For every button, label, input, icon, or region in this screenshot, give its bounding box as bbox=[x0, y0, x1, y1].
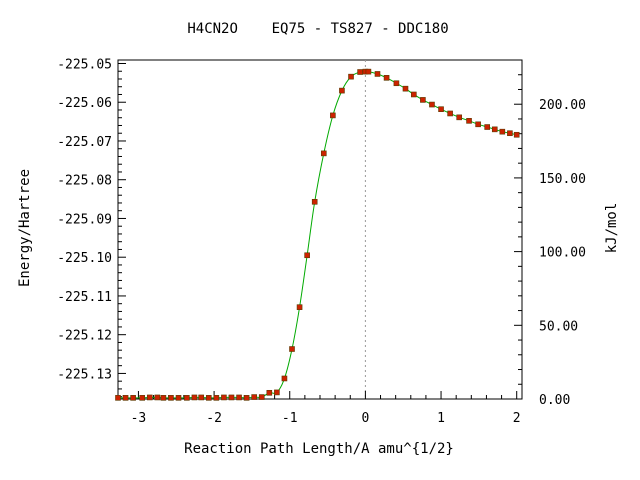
y2-tick-label: 100.00 bbox=[539, 246, 586, 261]
plot-frame bbox=[117, 59, 523, 400]
x-axis-ticks: -3 -2 -1 0 1 2 bbox=[122, 391, 521, 426]
data-point bbox=[228, 394, 235, 401]
x-tick-label: 0 bbox=[361, 411, 369, 426]
data-point bbox=[475, 121, 481, 128]
data-point bbox=[281, 375, 288, 382]
data-point bbox=[184, 395, 190, 401]
data-point bbox=[466, 118, 472, 124]
y-tick-label: -225.08 bbox=[57, 174, 112, 189]
y-tick-label: -225.05 bbox=[57, 57, 112, 72]
data-point bbox=[447, 110, 453, 117]
data-point bbox=[243, 395, 250, 401]
y-axis-ticks: -225.05 -225.06 -225.07 -225.08 -225.09 -225.… bbox=[57, 57, 126, 398]
data-point bbox=[339, 87, 345, 94]
data-point bbox=[251, 394, 257, 400]
data-point bbox=[146, 394, 153, 401]
x-tick-label: -3 bbox=[131, 411, 147, 426]
data-point bbox=[383, 75, 390, 81]
data-point bbox=[438, 106, 444, 112]
y2-tick-label: 0.00 bbox=[539, 393, 570, 408]
data-point bbox=[484, 124, 491, 130]
x-tick-label: 1 bbox=[437, 411, 445, 426]
x-axis-label: Reaction Path Length/A amu^{1/2} bbox=[184, 441, 454, 457]
y-tick-label: -225.07 bbox=[57, 135, 112, 150]
y2-tick-label: 200.00 bbox=[539, 98, 586, 113]
x-tick-label: -2 bbox=[206, 411, 222, 426]
series-points bbox=[115, 68, 520, 401]
data-point bbox=[393, 80, 400, 87]
y-tick-label: -225.10 bbox=[57, 251, 112, 266]
y2-tick-label: 50.00 bbox=[539, 319, 578, 334]
y-tick-label: -225.09 bbox=[57, 212, 112, 227]
data-point bbox=[122, 395, 129, 401]
y-tick-label: -225.12 bbox=[57, 329, 112, 344]
data-point bbox=[374, 71, 381, 77]
data-point bbox=[139, 395, 146, 401]
data-point bbox=[191, 394, 198, 401]
y2-axis-label: kJ/mol bbox=[604, 203, 620, 254]
data-point bbox=[513, 131, 520, 138]
y-tick-label: -225.06 bbox=[57, 96, 112, 111]
data-point bbox=[411, 91, 417, 98]
data-point bbox=[330, 112, 336, 119]
data-point bbox=[289, 346, 295, 352]
data-point bbox=[365, 68, 372, 75]
data-point bbox=[154, 394, 161, 401]
series-line bbox=[118, 70, 517, 399]
data-point bbox=[236, 394, 242, 401]
data-point bbox=[266, 389, 273, 396]
data-point bbox=[507, 130, 513, 137]
data-point bbox=[429, 101, 435, 108]
x-tick-label: -1 bbox=[282, 411, 298, 426]
data-point bbox=[221, 394, 227, 401]
data-point bbox=[320, 150, 327, 157]
y-axis-label: Energy/Hartree bbox=[17, 169, 33, 287]
data-point bbox=[499, 128, 506, 135]
data-point bbox=[491, 126, 498, 133]
series-lines bbox=[118, 70, 517, 399]
data-point bbox=[296, 304, 303, 310]
data-point bbox=[420, 97, 426, 103]
y-tick-label: -225.11 bbox=[57, 290, 112, 305]
data-point bbox=[311, 199, 318, 205]
y2-tick-label: 150.00 bbox=[539, 172, 586, 187]
plot-border bbox=[117, 59, 523, 400]
data-point bbox=[402, 85, 409, 92]
data-point bbox=[274, 389, 280, 396]
data-point bbox=[205, 395, 212, 401]
data-point bbox=[130, 395, 136, 401]
y2-axis-ticks: 0.00 50.00 100.00 150.00 200.00 bbox=[514, 59, 586, 408]
data-point bbox=[175, 395, 182, 401]
data-point bbox=[168, 395, 174, 401]
data-point bbox=[348, 73, 354, 80]
data-point bbox=[304, 252, 310, 259]
data-point bbox=[456, 114, 463, 121]
data-point bbox=[213, 395, 220, 401]
chart-title: H4CN2O EQ75 - TS827 - DDC180 bbox=[187, 21, 448, 37]
data-point bbox=[198, 394, 205, 401]
y-tick-label: -225.13 bbox=[57, 367, 112, 382]
data-point bbox=[115, 395, 121, 401]
data-point bbox=[357, 69, 363, 75]
x-tick-label: 2 bbox=[513, 411, 521, 426]
data-point bbox=[258, 394, 265, 400]
data-point bbox=[160, 395, 167, 401]
